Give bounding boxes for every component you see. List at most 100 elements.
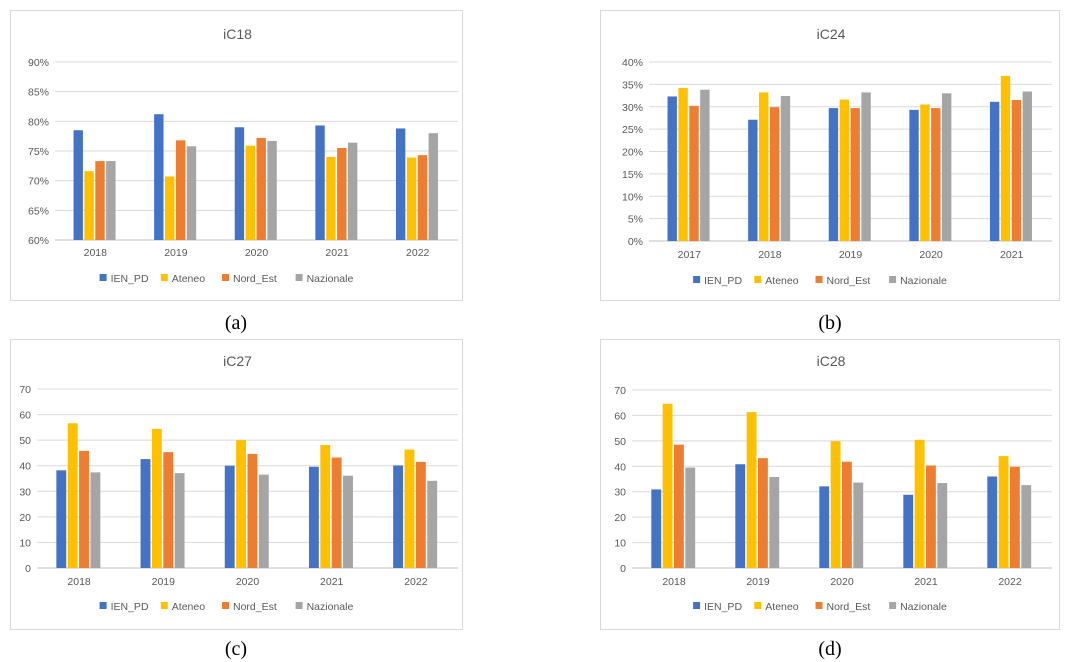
- y-tick-label: 70: [19, 384, 31, 396]
- x-tick-label: 2020: [245, 247, 269, 259]
- y-tick-label: 5%: [628, 214, 643, 226]
- bar-nazionale-2020: [267, 140, 277, 240]
- bar-ien-pd-2022: [987, 476, 998, 568]
- bar-ateneo-2022: [406, 157, 417, 240]
- legend-swatch: [815, 602, 823, 609]
- bar-ien-pd-2021: [308, 466, 319, 568]
- bar-nazionale-2021: [937, 483, 948, 568]
- y-tick-label: 70: [614, 385, 626, 397]
- bar-nord-est-2019: [175, 140, 186, 240]
- y-tick-label: 35%: [622, 79, 643, 91]
- x-tick-label: 2021: [914, 576, 938, 588]
- bar-nazionale-2019: [861, 92, 871, 242]
- bar-nazionale-2018: [780, 96, 791, 241]
- x-tick-label: 2020: [236, 576, 260, 588]
- bar-nazionale-2018: [685, 467, 696, 568]
- chart-svg: iC28 0 10 20 30 40 50 60 70 2018 2019 2020 2021 2022 I…: [614, 353, 1052, 613]
- bar-ien-pd-2018: [73, 130, 83, 240]
- chart-panel-a: iC18 60% 65% 70% 75% 80% 85% 90% 2018 2019 2020 202…: [10, 10, 463, 301]
- bar-ien-pd-2020: [819, 486, 830, 568]
- x-tick-label: 2022: [404, 576, 428, 588]
- bar-nord-est-2021: [926, 465, 936, 568]
- bar-ateneo-2021: [326, 156, 336, 240]
- bar-ien-pd-2019: [140, 459, 151, 568]
- bar-ateneo-2021: [320, 445, 331, 568]
- bar-ien-pd-2019: [828, 108, 839, 241]
- bar-ien-pd-2019: [154, 114, 164, 240]
- bar-ateneo-2019: [165, 176, 175, 240]
- legend-swatch: [222, 274, 229, 281]
- chart-title: iC28: [817, 353, 846, 369]
- caption-d: (d): [818, 638, 842, 660]
- legend-label: IEN_PD: [704, 275, 742, 287]
- legend-swatch: [693, 276, 701, 283]
- bar-ateneo-2020: [236, 440, 246, 568]
- x-tick-label: 2019: [164, 247, 188, 259]
- bar-nord-est-2020: [931, 108, 941, 241]
- bar-ateneo-2020: [245, 145, 255, 240]
- bar-ateneo-2022: [998, 456, 1009, 568]
- x-tick-label: 2022: [998, 576, 1022, 588]
- y-tick-label: 40: [19, 461, 31, 473]
- chart-svg: iC24 0% 5% 10% 15% 20% 25% 30% 35% 40% 2017 2018 201…: [622, 26, 1052, 287]
- chart-title: iC18: [223, 26, 252, 42]
- legend-swatch: [693, 602, 701, 609]
- bar-nord-est-2022: [1010, 466, 1020, 568]
- y-tick-label: 75%: [28, 146, 49, 158]
- bar-nord-est-2019: [163, 452, 174, 568]
- bar-ien-pd-2021: [989, 101, 1000, 241]
- legend-label: Nazionale: [307, 601, 354, 613]
- bar-ien-pd-2022: [393, 465, 404, 568]
- bar-nord-est-2019: [758, 458, 768, 568]
- legend-label: Ateneo: [765, 275, 798, 287]
- bar-ateneo-2019: [151, 428, 162, 568]
- legend-label: IEN_PD: [111, 601, 149, 613]
- y-tick-label: 30: [19, 486, 31, 498]
- bar-ateneo-2021: [1000, 75, 1011, 241]
- x-tick-label: 2022: [406, 247, 430, 259]
- bar-nord-est-2021: [331, 457, 342, 568]
- x-tick-label: 2020: [830, 576, 854, 588]
- x-tick-label: 2018: [67, 576, 91, 588]
- legend-swatch: [160, 274, 168, 281]
- bar-ien-pd-2021: [903, 494, 914, 568]
- bar-ateneo-2018: [759, 92, 769, 242]
- y-tick-label: 65%: [28, 205, 49, 217]
- bar-ateneo-2020: [920, 104, 930, 241]
- chart-panel-d: iC28 0 10 20 30 40 50 60 70 2018 2019 2020 2021 2022 I…: [600, 339, 1060, 630]
- y-tick-label: 50: [19, 435, 31, 447]
- bar-ateneo-2019: [839, 99, 849, 241]
- bar-nord-est-2018: [769, 107, 780, 241]
- legend-swatch: [295, 602, 303, 609]
- x-tick-label: 2021: [325, 247, 349, 259]
- bar-ateneo-2017: [678, 87, 688, 241]
- bar-nord-est-2020: [256, 137, 266, 240]
- x-tick-label: 2020: [919, 249, 943, 261]
- caption-c: (c): [224, 638, 248, 660]
- y-tick-label: 50: [614, 436, 626, 448]
- bar-nazionale-2022: [1021, 485, 1032, 568]
- legend-label: Nazionale: [900, 601, 947, 613]
- bar-ateneo-2021: [914, 439, 925, 568]
- legend-swatch: [815, 276, 823, 283]
- y-tick-label: 10%: [622, 191, 643, 203]
- bar-ien-pd-2017: [667, 96, 677, 242]
- bar-ateneo-2018: [84, 171, 94, 240]
- legend-label: Ateneo: [765, 601, 798, 613]
- legend-label: Nord_Est: [233, 601, 277, 613]
- legend-label: IEN_PD: [111, 273, 149, 285]
- y-tick-label: 85%: [28, 87, 49, 99]
- y-tick-label: 40: [614, 461, 626, 473]
- y-tick-label: 30: [614, 487, 626, 499]
- bar-ien-pd-2021: [315, 125, 325, 240]
- chart-title: iC27: [223, 353, 252, 369]
- x-tick-label: 2019: [152, 576, 176, 588]
- y-tick-label: 80%: [28, 116, 49, 128]
- chart-svg: iC27 0 10 20 30 40 50 60 70 2018 2019 2020 2021 2022 I…: [19, 353, 458, 613]
- y-tick-label: 30%: [622, 102, 643, 114]
- y-tick-label: 0: [620, 563, 626, 575]
- bar-nazionale-2022: [428, 133, 438, 240]
- y-tick-label: 20%: [622, 147, 643, 159]
- legend-swatch: [160, 602, 168, 609]
- legend-swatch: [889, 602, 897, 609]
